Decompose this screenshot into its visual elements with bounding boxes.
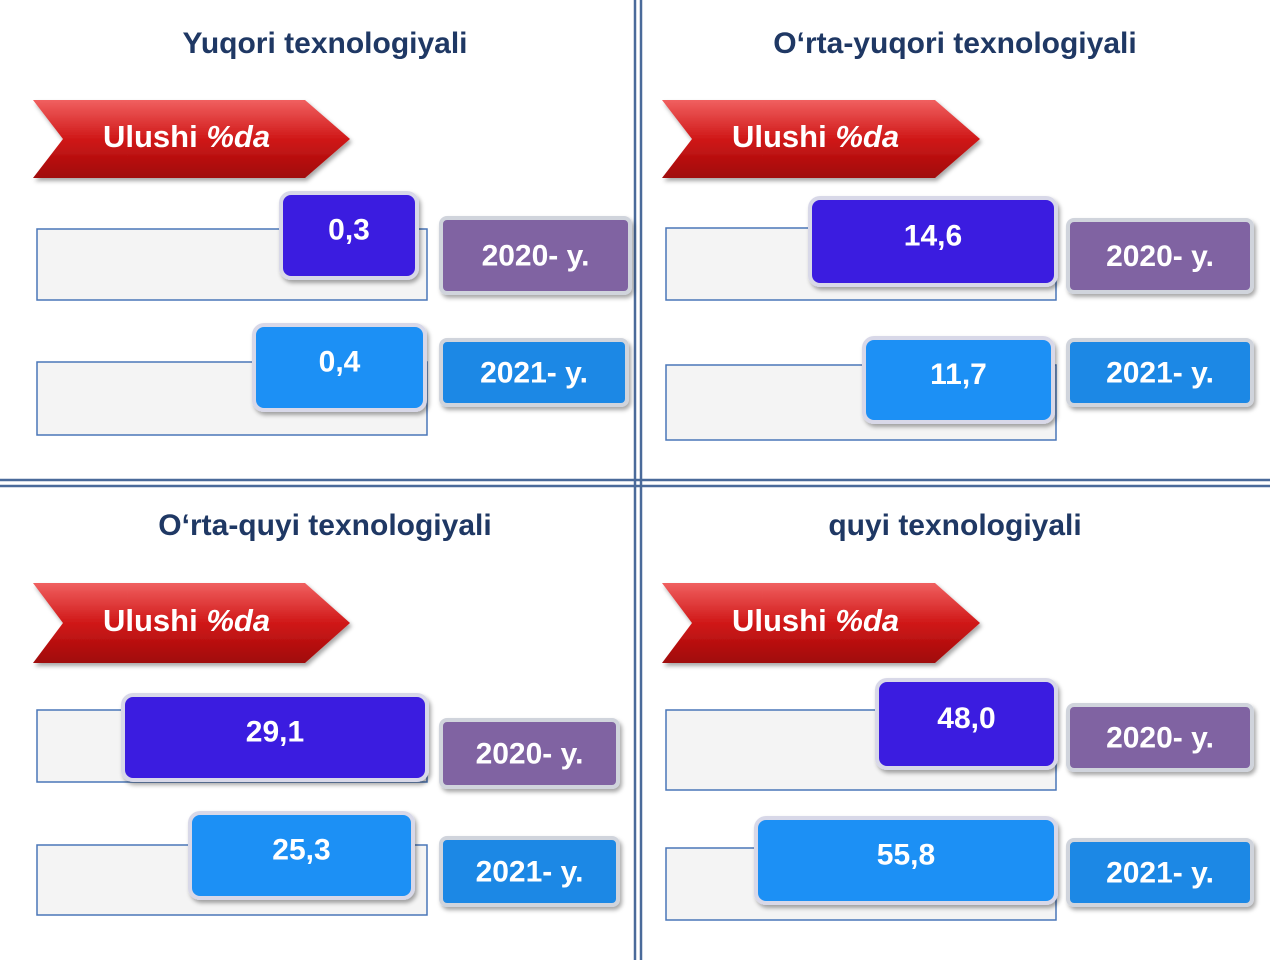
value-text: 55,8 — [877, 838, 935, 871]
banner-label: Ulushi %da — [103, 119, 270, 154]
year-text: 2021- y. — [1106, 856, 1214, 889]
panel: O‘rta-quyi texnologiyali Ulushi %da 29,1 20… — [33, 509, 620, 916]
panel: Yuqori texnologiyali Ulushi %da 0,3 2020- y… — [33, 27, 632, 436]
year-text: 2020- y. — [1106, 240, 1214, 273]
year-box — [1066, 338, 1254, 407]
value-box — [188, 811, 415, 900]
value-text: 25,3 — [272, 833, 330, 866]
banner-text: Ulushi — [103, 119, 198, 154]
panel-title: Yuqori texnologiyali — [182, 27, 467, 60]
year-text: 2021- y. — [1106, 356, 1214, 389]
banner-unit: %da — [206, 119, 270, 154]
year-box — [439, 216, 632, 295]
year-box — [439, 836, 620, 907]
value-box — [808, 196, 1058, 287]
value-box — [252, 323, 427, 412]
banner-label: Ulushi %da — [103, 603, 270, 638]
arrow-banner — [662, 583, 980, 663]
value-text: 0,3 — [328, 213, 370, 246]
banner-unit: %da — [206, 603, 270, 638]
panel-title: O‘rta-quyi texnologiyali — [158, 509, 491, 542]
banner-unit: %da — [835, 119, 899, 154]
panel: quyi texnologiyali Ulushi %da 48,0 2020- y.… — [662, 509, 1254, 921]
year-text: 2020- y. — [1106, 721, 1214, 754]
value-text: 0,4 — [319, 345, 361, 378]
banner-unit: %da — [835, 603, 899, 638]
value-box — [862, 336, 1055, 424]
banner-text: Ulushi — [732, 119, 827, 154]
year-box — [439, 338, 629, 407]
year-box — [1066, 703, 1254, 772]
year-text: 2021- y. — [476, 855, 584, 888]
year-box — [1066, 218, 1254, 294]
value-box — [279, 191, 419, 280]
panel-title: O‘rta-yuqori texnologiyali — [773, 27, 1136, 60]
banner-text: Ulushi — [732, 603, 827, 638]
banner-label: Ulushi %da — [732, 119, 899, 154]
value-text: 11,7 — [930, 358, 987, 391]
panel: O‘rta-yuqori texnologiyali Ulushi %da 14,6… — [662, 27, 1254, 441]
year-text: 2020- y. — [476, 737, 584, 770]
value-box — [121, 693, 429, 782]
arrow-banner — [33, 100, 350, 178]
value-box — [754, 816, 1058, 905]
year-box — [439, 718, 620, 789]
value-box — [875, 678, 1058, 770]
value-text: 29,1 — [246, 715, 304, 748]
value-text: 14,6 — [904, 219, 962, 252]
panel-title: quyi texnologiyali — [828, 509, 1081, 542]
year-text: 2021- y. — [480, 356, 588, 389]
year-box — [1066, 838, 1254, 907]
value-text: 48,0 — [937, 702, 995, 735]
arrow-banner — [662, 100, 980, 178]
arrow-banner — [33, 583, 350, 663]
year-text: 2020- y. — [482, 239, 590, 272]
banner-label: Ulushi %da — [732, 603, 899, 638]
banner-text: Ulushi — [103, 603, 198, 638]
